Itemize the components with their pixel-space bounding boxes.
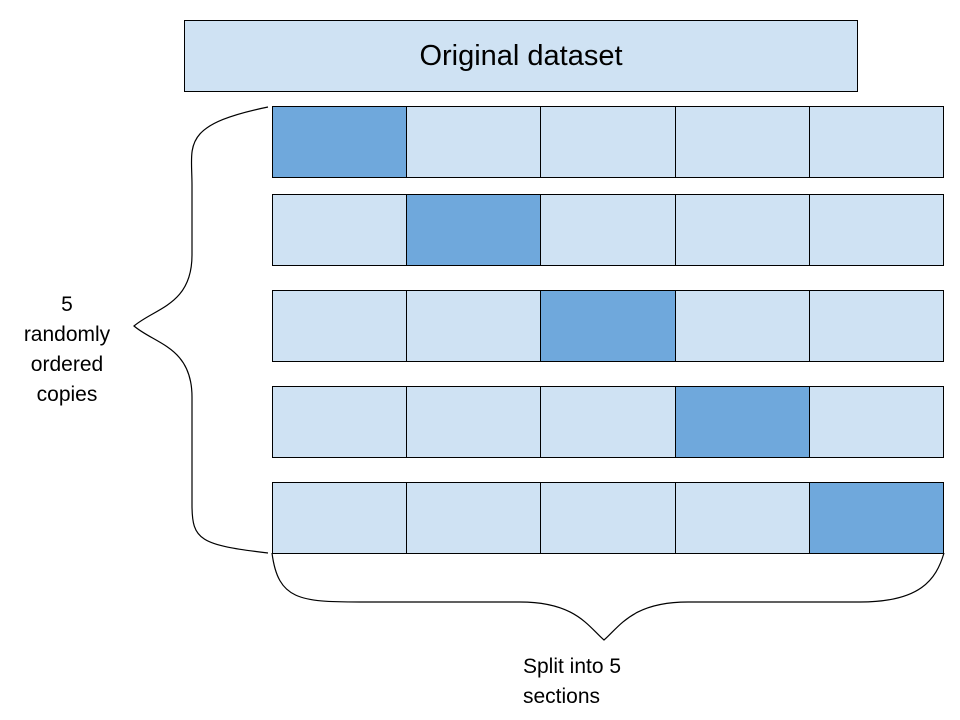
highlighted-section xyxy=(407,195,542,265)
section xyxy=(541,483,676,553)
section xyxy=(407,483,542,553)
section xyxy=(273,291,408,361)
section xyxy=(407,107,542,177)
section xyxy=(809,387,944,457)
section xyxy=(675,195,810,265)
left-brace xyxy=(133,106,269,554)
section xyxy=(809,107,944,177)
section xyxy=(273,387,408,457)
section xyxy=(809,195,944,265)
sections-label-line: Split into 5 xyxy=(523,655,622,678)
highlighted-section xyxy=(809,483,944,553)
copy-row xyxy=(272,290,944,362)
section xyxy=(407,291,542,361)
highlighted-section xyxy=(273,107,408,177)
section xyxy=(675,291,810,361)
bottom-brace xyxy=(271,552,945,641)
copies-label: 5 randomly ordered copies xyxy=(12,290,122,410)
section xyxy=(541,107,676,177)
copy-row xyxy=(272,386,944,458)
sections-label-line: sections xyxy=(523,685,601,708)
copies-label-line: copies xyxy=(36,383,98,406)
copies-label-line: ordered xyxy=(30,353,104,376)
section xyxy=(273,195,408,265)
section xyxy=(273,483,408,553)
copies-label-line: 5 xyxy=(61,293,73,316)
copy-row xyxy=(272,106,944,178)
section xyxy=(675,483,810,553)
copy-row xyxy=(272,482,944,554)
original-dataset-box: Original dataset xyxy=(184,20,858,92)
section xyxy=(541,387,676,457)
copies-label-line: randomly xyxy=(23,323,111,346)
highlighted-section xyxy=(675,387,810,457)
original-dataset-label: Original dataset xyxy=(419,39,623,72)
copy-row xyxy=(272,194,944,266)
section xyxy=(675,107,810,177)
sections-label: Split into 5 sections xyxy=(523,652,683,712)
highlighted-section xyxy=(541,291,676,361)
section xyxy=(407,387,542,457)
section xyxy=(541,195,676,265)
section xyxy=(809,291,944,361)
